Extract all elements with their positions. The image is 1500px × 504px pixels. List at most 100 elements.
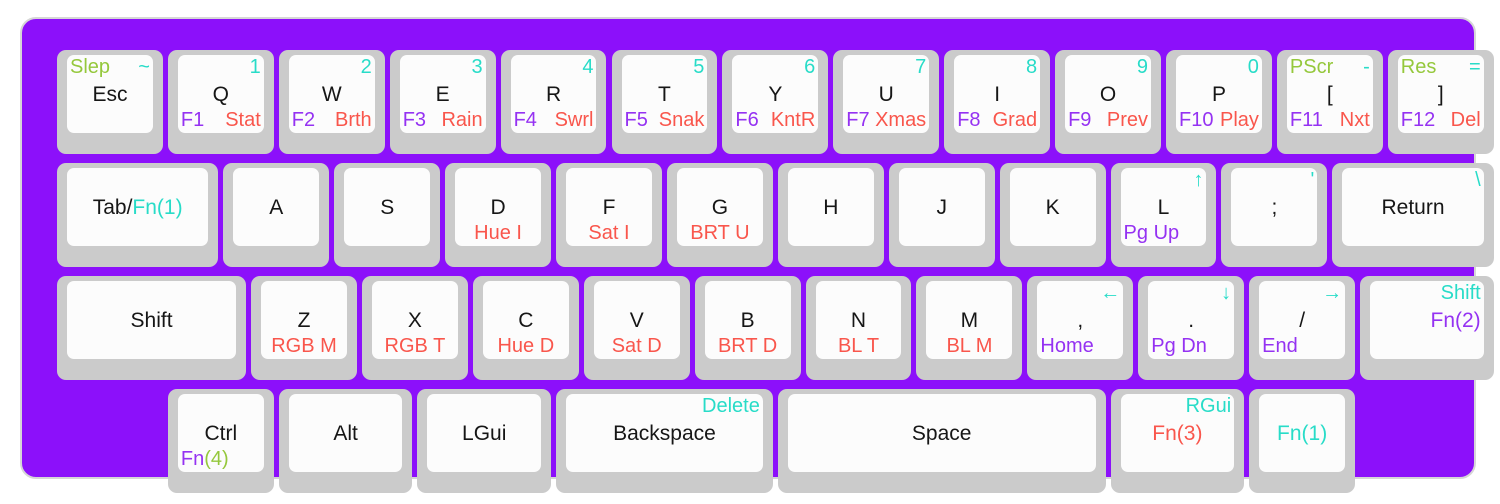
key-j[interactable]: J	[888, 163, 995, 267]
key-y[interactable]: 6 Y F6 KntR	[722, 50, 829, 154]
legend-text: Backspace	[613, 421, 716, 445]
legend-bottom-right: Prev	[1107, 109, 1148, 132]
keycap-face: Delete Backspace	[566, 394, 763, 472]
legend-text: 8	[1025, 56, 1038, 78]
key-lshift[interactable]: Shift	[57, 276, 247, 380]
key-rshift[interactable]: Shift Fn(2)	[1360, 276, 1494, 380]
legend-center: X	[408, 309, 422, 332]
key-z[interactable]: Z RGB M	[251, 276, 357, 380]
legend-row-bottom: BRT U	[680, 222, 760, 245]
key-n[interactable]: N BL T	[805, 276, 912, 380]
key-semicolon[interactable]: ';	[1221, 163, 1328, 267]
legend-row-middle: .	[1151, 305, 1231, 335]
legend-row-middle: E	[403, 79, 483, 109]
legend-bottom-left: F11	[1290, 109, 1323, 132]
key-r[interactable]: 4 R F4 Swrl	[500, 50, 607, 154]
key-o[interactable]: 9 O F9 Prev	[1055, 50, 1161, 154]
key-return[interactable]: \ Return	[1332, 163, 1494, 267]
legend-row-top: RGui	[1124, 395, 1232, 418]
legend-text: R	[545, 82, 562, 106]
key-f[interactable]: F Sat I	[556, 163, 662, 267]
arrow-left-icon: ←	[1100, 282, 1121, 304]
key-fn1[interactable]: Fn(1)	[1249, 389, 1356, 493]
key-backspace[interactable]: Delete Backspace	[556, 389, 773, 493]
legend-text: Nxt	[1339, 109, 1370, 131]
legend-row-middle: Fn(2)	[1373, 305, 1481, 335]
key-s[interactable]: S	[334, 163, 441, 267]
legend-row-middle: F	[569, 192, 649, 222]
key-c[interactable]: C Hue D	[472, 276, 579, 380]
key-esc[interactable]: Slep ~ Esc	[57, 50, 163, 154]
legend-text: [	[1326, 82, 1333, 106]
legend-row-top: 0	[1179, 56, 1259, 79]
keycap-face: K	[1009, 168, 1096, 246]
legend-row-bottom: RGB T	[375, 335, 455, 358]
key-i[interactable]: 8 I F8 Grad	[944, 50, 1051, 154]
key-comma[interactable]: ←, Home	[1027, 276, 1134, 380]
legend-text: ,	[1077, 308, 1084, 332]
legend-text: /	[1299, 308, 1306, 332]
key-tab[interactable]: Tab/Fn(1)	[57, 163, 219, 267]
legend-row-top	[791, 169, 871, 192]
legend-bottom-right: Play	[1220, 109, 1259, 132]
key-a[interactable]: A	[223, 163, 330, 267]
key-x[interactable]: X RGB T	[361, 276, 468, 380]
key-l[interactable]: ↑ L Pg Up	[1110, 163, 1217, 267]
legend-text: =	[1469, 56, 1481, 78]
key-alt[interactable]: Alt	[278, 389, 413, 493]
legend-row-bottom: Sat I	[569, 222, 649, 245]
legend-row-middle: B	[708, 305, 788, 335]
key-u[interactable]: 7 U F7 Xmas	[833, 50, 940, 154]
key-space[interactable]: Space	[777, 389, 1106, 493]
legend-text: E	[435, 82, 450, 106]
legend-text: M	[960, 308, 979, 332]
legend-row-top	[236, 169, 316, 192]
legend-row-top	[569, 169, 649, 192]
legend-row-top	[902, 169, 982, 192]
key-p[interactable]: 0 P F10 Play	[1166, 50, 1272, 154]
legend-top-right: =	[1469, 56, 1481, 79]
legend-bottom-right: Xmas	[875, 109, 926, 132]
key-e[interactable]: 3 E F3 Rain	[389, 50, 496, 154]
key-slash[interactable]: → / End	[1249, 276, 1356, 380]
legend-bottom-center: Sat D	[612, 335, 662, 358]
key-fn3[interactable]: RGui Fn(3)	[1110, 389, 1245, 493]
legend-bottom-center: RGB M	[271, 335, 337, 358]
key-d[interactable]: D Hue I	[445, 163, 552, 267]
legend-text: L	[1157, 195, 1170, 219]
legend-row-bottom	[791, 222, 871, 245]
key-lgui[interactable]: LGui	[417, 389, 552, 493]
key-v[interactable]: V Sat D	[583, 276, 690, 380]
legend-top-right: RGui	[1186, 395, 1232, 418]
key-h[interactable]: H	[777, 163, 884, 267]
key-rbracket[interactable]: Res =] F12 Del	[1387, 50, 1494, 154]
key-t[interactable]: 5 T F5 Snak	[611, 50, 718, 154]
legend-center: U	[879, 83, 894, 106]
key-ctrl[interactable]: Ctrl Fn(4)	[167, 389, 274, 493]
legend-center: L	[1158, 196, 1170, 219]
legend-row-bottom	[902, 222, 982, 245]
legend-bottom-right: Snak	[659, 109, 705, 132]
legend-text: V	[629, 308, 644, 332]
legend-row-bottom	[70, 222, 205, 245]
key-lbracket[interactable]: PScr - [F11 Nxt	[1276, 50, 1383, 154]
key-k[interactable]: K	[999, 163, 1106, 267]
key-m[interactable]: M BL M	[916, 276, 1023, 380]
legend-top-right: 8	[1026, 56, 1037, 79]
keycap-face: Ctrl Fn(4)	[177, 394, 264, 472]
key-w[interactable]: 2 W F2 Brth	[278, 50, 385, 154]
legend-row-middle: Fn(3)	[1124, 418, 1232, 448]
keycap-face: 0 P F10 Play	[1176, 55, 1262, 133]
legend-row-top: PScr -	[1290, 56, 1370, 79]
key-b[interactable]: B BRT D	[694, 276, 801, 380]
legend-row-top	[70, 282, 233, 305]
legend-row-top: 5	[625, 56, 704, 79]
key-period[interactable]: ↓. Pg Dn	[1138, 276, 1245, 380]
legend-row-middle: A	[236, 192, 316, 222]
key-g[interactable]: G BRT U	[666, 163, 773, 267]
legend-center: N	[851, 309, 866, 332]
legend-center: Esc	[92, 83, 127, 106]
legend-center: Return	[1382, 196, 1445, 219]
legend-row-top	[929, 282, 1009, 305]
key-q[interactable]: 1 Q F1 Stat	[167, 50, 274, 154]
